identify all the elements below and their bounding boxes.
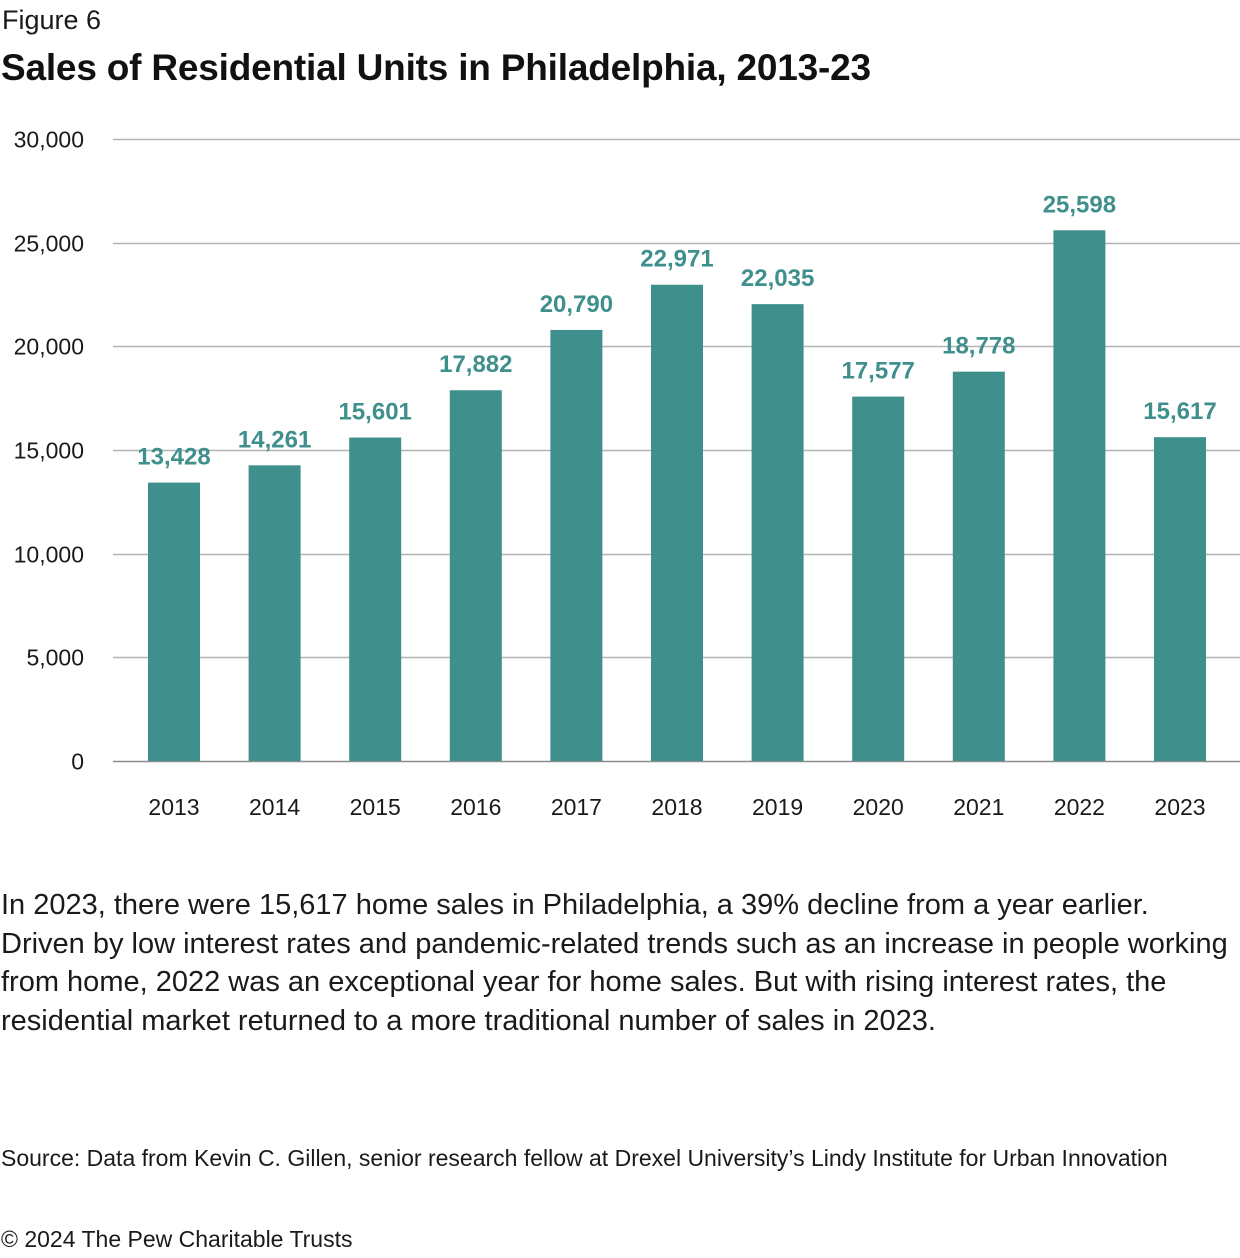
y-tick-label: 30,000 (14, 127, 84, 153)
data-label-2022: 25,598 (1043, 191, 1116, 218)
bar-2014 (248, 465, 301, 761)
y-tick-label: 0 (71, 749, 84, 775)
x-axis-ticks: 2013 2014 2015 2016 2017 2018 2019 2020 2021 2022… (148, 794, 1205, 820)
x-tick-label-2018: 2018 (651, 794, 702, 820)
y-tick-label: 20,000 (14, 334, 84, 360)
data-label-2017: 20,790 (540, 291, 613, 318)
data-labels: 13,428 14,261 15,601 17,882 20,790 22,971 22,0… (137, 191, 1216, 470)
source-note: Source: Data from Kevin C. Gillen, senio… (1, 1145, 1168, 1171)
data-label-2023: 15,617 (1143, 398, 1216, 425)
data-label-2015: 15,601 (338, 399, 411, 426)
data-label-2021: 18,778 (942, 333, 1015, 360)
y-tick-label: 10,000 (14, 542, 84, 568)
x-tick-label-2014: 2014 (249, 794, 300, 820)
x-tick-label-2023: 2023 (1154, 794, 1205, 820)
x-tick-label-2016: 2016 (450, 794, 501, 820)
x-tick-label-2015: 2015 (350, 794, 401, 820)
bar-2017 (550, 329, 603, 761)
bar-2023 (1154, 437, 1206, 761)
figure-label: Figure 6 (2, 5, 102, 35)
bar-2022 (1053, 230, 1106, 761)
chart-title: Sales of Residential Units in Philadelph… (1, 47, 871, 88)
bars (148, 230, 1206, 761)
y-axis-ticks: 0 5,000 10,000 15,000 20,000 25,000 30,000 (14, 127, 84, 775)
data-label-2018: 22,971 (640, 246, 713, 273)
chart-description: In 2023, there were 15,617 home sales in… (1, 889, 1228, 1037)
bar-2013 (148, 482, 200, 761)
bar-2016 (449, 390, 502, 761)
bar-2018 (651, 284, 703, 761)
bar-2020 (852, 396, 905, 761)
x-tick-label-2013: 2013 (148, 794, 199, 820)
data-label-2016: 17,882 (439, 351, 512, 378)
data-label-2019: 22,035 (741, 265, 814, 292)
bar-2015 (349, 437, 402, 761)
x-tick-label-2021: 2021 (953, 794, 1004, 820)
bar-chart: 0 5,000 10,000 15,000 20,000 25,000 30,000 13,… (14, 127, 1240, 820)
data-label-2014: 14,261 (238, 426, 311, 453)
x-tick-label-2017: 2017 (551, 794, 602, 820)
y-tick-label: 5,000 (26, 645, 84, 671)
y-tick-label: 15,000 (14, 438, 84, 464)
data-label-2020: 17,577 (841, 358, 914, 385)
x-tick-label-2020: 2020 (853, 794, 904, 820)
y-tick-label: 25,000 (14, 231, 84, 257)
bar-2021 (952, 371, 1005, 761)
x-tick-label-2022: 2022 (1054, 794, 1105, 820)
data-label-2013: 13,428 (137, 444, 210, 471)
copyright-note: © 2024 The Pew Charitable Trusts (1, 1226, 353, 1252)
bar-2019 (751, 304, 804, 761)
x-tick-label-2019: 2019 (752, 794, 803, 820)
